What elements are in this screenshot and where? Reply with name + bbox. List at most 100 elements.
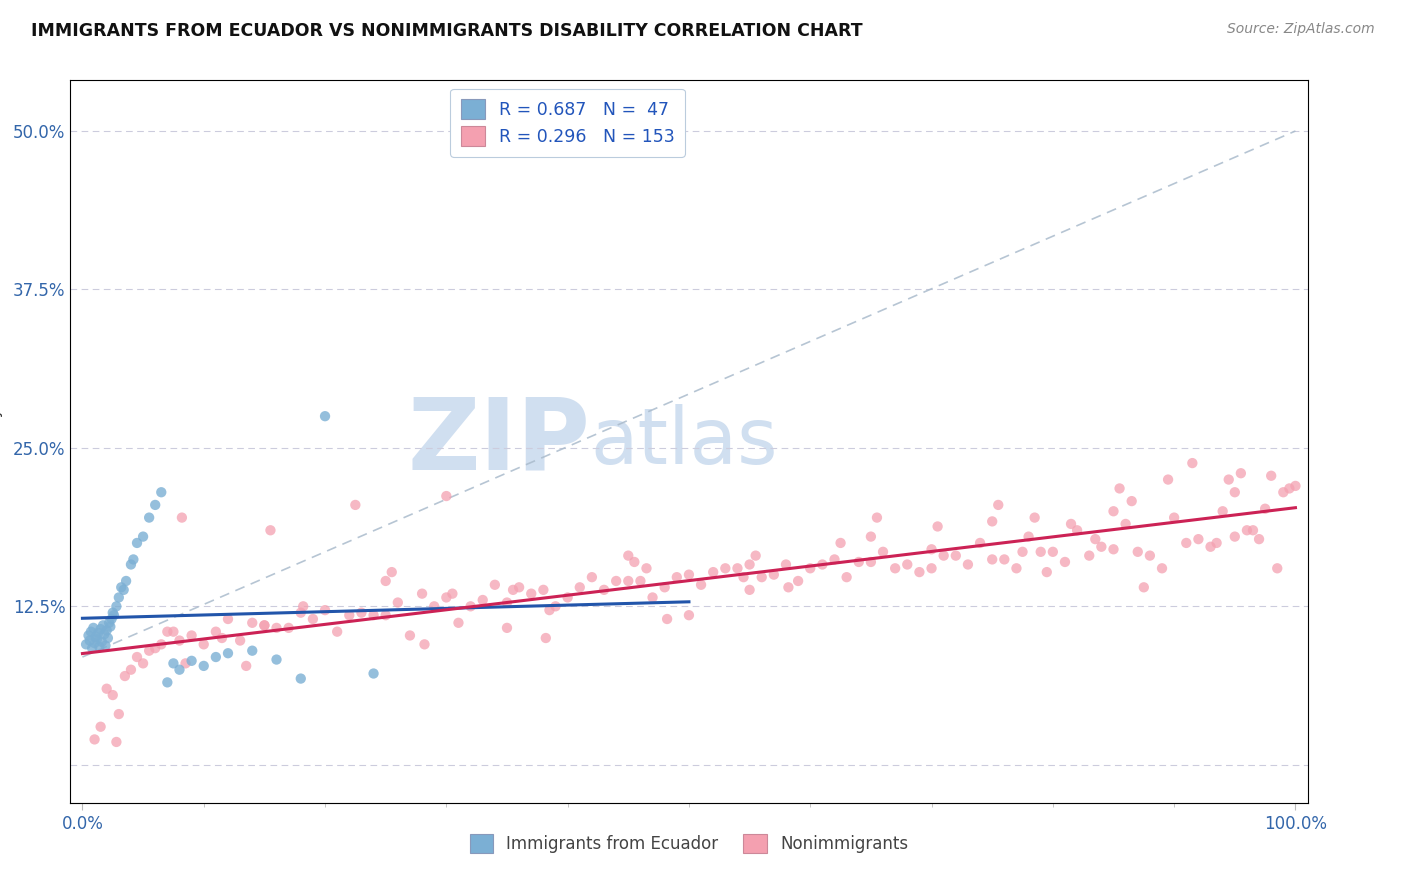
Point: [1284, 479, 1306, 493]
Point: [235, 659, 257, 673]
Point: [125, 650, 148, 665]
Point: [557, 591, 579, 605]
Point: [97, 631, 120, 645]
Point: [678, 567, 700, 582]
Point: [86, 632, 108, 647]
Point: [156, 675, 179, 690]
Point: [1212, 504, 1234, 518]
Point: [399, 628, 422, 642]
Point: [665, 570, 688, 584]
Point: [824, 552, 846, 566]
Point: [654, 580, 676, 594]
Point: [484, 578, 506, 592]
Point: [1078, 549, 1101, 563]
Text: IMMIGRANTS FROM ECUADOR VS NONIMMIGRANTS DISABILITY CORRELATION CHART: IMMIGRANTS FROM ECUADOR VS NONIMMIGRANTS…: [31, 22, 862, 40]
Point: [1236, 523, 1258, 537]
Point: [617, 574, 640, 588]
Point: [90, 622, 112, 636]
Point: [544, 599, 567, 614]
Point: [193, 637, 215, 651]
Point: [447, 615, 470, 630]
Point: [84, 630, 107, 644]
Point: [1205, 536, 1227, 550]
Text: ZIP: ZIP: [408, 393, 591, 490]
Point: [872, 545, 894, 559]
Point: [162, 624, 184, 639]
Point: [169, 633, 191, 648]
Point: [98, 615, 121, 630]
Point: [1011, 545, 1033, 559]
Point: [520, 587, 543, 601]
Point: [292, 599, 315, 614]
Point: [83, 636, 105, 650]
Point: [1126, 545, 1149, 559]
Point: [423, 599, 446, 614]
Point: [1108, 482, 1130, 496]
Point: [714, 561, 737, 575]
Point: [1060, 516, 1083, 531]
Point: [956, 558, 979, 572]
Point: [363, 666, 385, 681]
Point: [120, 558, 142, 572]
Point: [727, 561, 749, 575]
Point: [1230, 467, 1253, 481]
Point: [314, 603, 336, 617]
Point: [108, 707, 131, 722]
Point: [93, 627, 115, 641]
Point: [82, 641, 104, 656]
Point: [277, 621, 299, 635]
Point: [1084, 532, 1107, 546]
Point: [1247, 532, 1270, 546]
Point: [266, 652, 288, 666]
Point: [125, 536, 148, 550]
Point: [628, 574, 651, 588]
Point: [180, 654, 202, 668]
Point: [538, 603, 561, 617]
Point: [337, 608, 360, 623]
Point: [738, 558, 761, 572]
Point: [1005, 561, 1028, 575]
Point: [75, 637, 97, 651]
Point: [775, 558, 797, 572]
Point: [381, 565, 404, 579]
Point: [101, 606, 124, 620]
Point: [89, 640, 111, 654]
Point: [79, 633, 101, 648]
Point: [363, 608, 385, 623]
Point: [1036, 565, 1059, 579]
Point: [91, 618, 114, 632]
Point: [108, 591, 131, 605]
Point: [1102, 504, 1125, 518]
Point: [132, 530, 155, 544]
Point: [1157, 473, 1180, 487]
Point: [508, 580, 530, 594]
Point: [1218, 473, 1240, 487]
Point: [150, 637, 173, 651]
Text: Source: ZipAtlas.com: Source: ZipAtlas.com: [1227, 22, 1375, 37]
Point: [441, 587, 464, 601]
Point: [471, 593, 494, 607]
Point: [799, 561, 821, 575]
Point: [921, 542, 943, 557]
Point: [170, 510, 193, 524]
Point: [138, 643, 160, 657]
Point: [1024, 510, 1046, 524]
Point: [460, 599, 482, 614]
Point: [496, 595, 519, 609]
Point: [835, 570, 858, 584]
Point: [94, 639, 117, 653]
Point: [240, 643, 263, 657]
Point: [1260, 468, 1282, 483]
Point: [1066, 523, 1088, 537]
Point: [641, 591, 664, 605]
Point: [434, 591, 457, 605]
Point: [1223, 485, 1246, 500]
Point: [945, 549, 967, 563]
Point: [787, 574, 810, 588]
Point: [636, 561, 658, 575]
Point: [1042, 545, 1064, 559]
Point: [1278, 482, 1301, 496]
Point: [162, 657, 184, 671]
Point: [866, 510, 889, 524]
Point: [374, 574, 396, 588]
